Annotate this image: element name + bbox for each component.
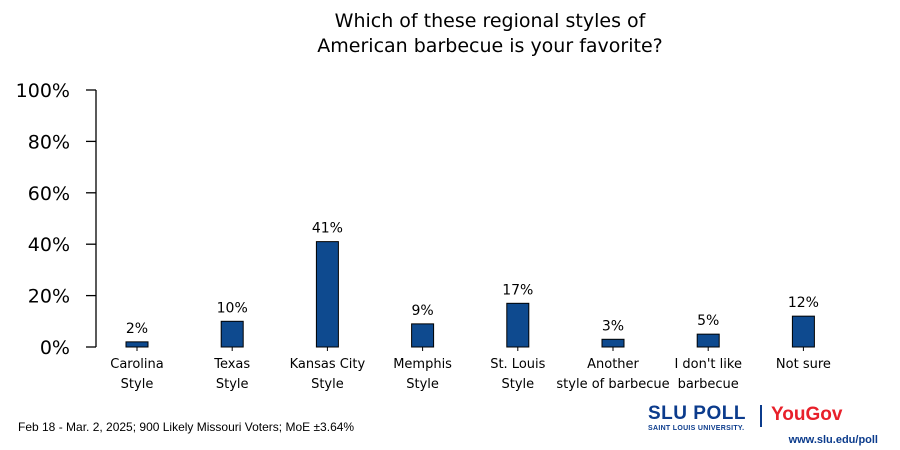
slu-poll-logo: SLU POLL xyxy=(648,403,746,424)
y-tick-label-100: 100% xyxy=(16,80,70,102)
category-label-6-line-2: style of barbecue xyxy=(556,377,669,392)
category-label-6-line-1: Another xyxy=(587,357,639,372)
category-label-3-line-2: Style xyxy=(311,377,344,392)
category-label-8-line-1: Not sure xyxy=(776,357,831,372)
category-label-7-line-1: I don't like xyxy=(674,357,742,372)
data-label-5: 17% xyxy=(502,282,533,298)
bar-8 xyxy=(791,315,815,348)
bar-6 xyxy=(601,338,625,348)
category-label-4-line-2: Style xyxy=(406,377,439,392)
category-label-5-line-1: St. Louis xyxy=(490,357,545,372)
data-label-6: 3% xyxy=(602,318,624,334)
data-label-7: 5% xyxy=(697,313,719,329)
y-tick-label-40: 40% xyxy=(28,234,70,256)
category-label-2-line-2: Style xyxy=(216,377,249,392)
title-line-2: American barbecue is your favorite? xyxy=(317,35,662,57)
category-label-3-line-1: Kansas City xyxy=(290,357,366,372)
bar-5 xyxy=(506,302,530,348)
category-label-4-line-1: Memphis xyxy=(393,357,452,372)
bar-7 xyxy=(696,333,720,348)
y-tick-label-0: 0% xyxy=(40,337,70,359)
category-label-1-line-1: Carolina xyxy=(110,357,164,372)
bar-3 xyxy=(315,241,339,348)
category-label-5-line-2: Style xyxy=(501,377,534,392)
data-label-1: 2% xyxy=(126,321,148,337)
category-label-7-line-2: barbecue xyxy=(678,377,739,392)
category-labels: Carolina Style Texas Style Kansas City Style M… xyxy=(110,347,831,392)
bar-chart: Which of these regional styles of America… xyxy=(16,10,831,392)
data-label-4: 9% xyxy=(411,303,433,319)
y-tick-label-60: 60% xyxy=(28,183,70,205)
bar-4 xyxy=(411,323,435,348)
title-line-1: Which of these regional styles of xyxy=(335,10,647,32)
bars: 2% 10% 41% 9% 17% 3% 5% 12% xyxy=(125,221,819,348)
logos: SLU POLL SAINT LOUIS UNIVERSITY. YouGov … xyxy=(648,403,880,449)
poll-url: www.slu.edu/poll xyxy=(788,434,878,446)
bar-2 xyxy=(220,320,244,348)
slu-subtitle: SAINT LOUIS UNIVERSITY. xyxy=(648,425,745,432)
y-axis: 0% 20% 40% 60% 80% 100% xyxy=(16,80,97,359)
category-label-2-line-1: Texas xyxy=(213,357,250,372)
data-label-3: 41% xyxy=(312,221,343,237)
y-tick-label-20: 20% xyxy=(28,286,70,308)
yougov-logo: YouGov xyxy=(771,404,843,425)
data-label-8: 12% xyxy=(788,295,819,311)
footnote: Feb 18 - Mar. 2, 2025; 900 Likely Missou… xyxy=(18,420,355,434)
y-tick-label-80: 80% xyxy=(28,131,70,153)
bar-1 xyxy=(125,341,149,348)
logo-divider xyxy=(760,405,762,427)
data-label-2: 10% xyxy=(217,300,248,316)
chart-title: Which of these regional styles of America… xyxy=(317,10,662,57)
category-label-1-line-2: Style xyxy=(121,377,154,392)
